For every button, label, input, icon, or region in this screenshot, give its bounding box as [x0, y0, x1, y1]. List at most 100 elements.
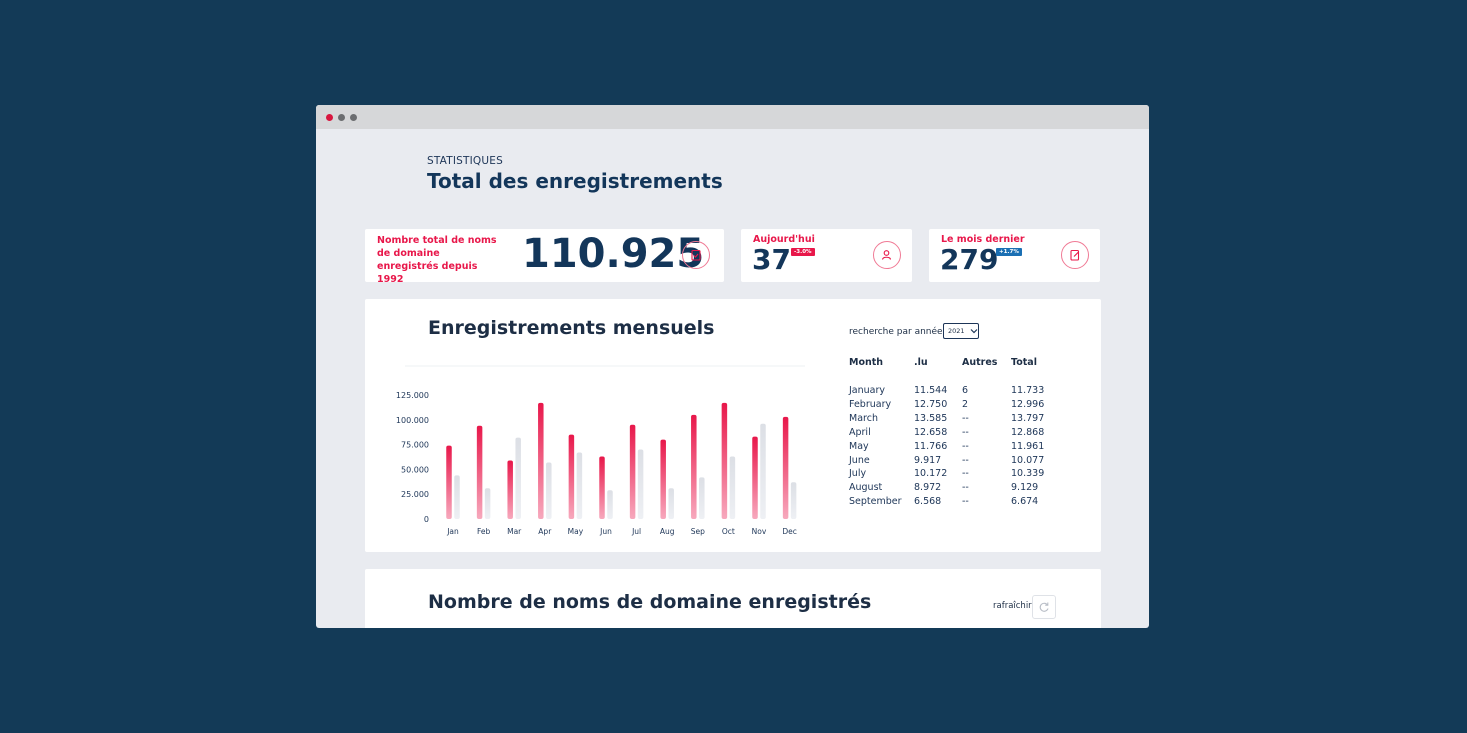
clipboard-check-icon [682, 241, 710, 269]
table-cell: 6.568 [914, 496, 942, 508]
table-cell: 2 [962, 398, 969, 410]
kpi-card-last-month: Le mois dernier 279 +1.7% [929, 229, 1100, 282]
x-tick-label: Apr [538, 527, 552, 536]
bar-apr-series-1[interactable] [538, 402, 544, 519]
bar-feb-series-1[interactable] [476, 425, 483, 519]
table-cell: 13.585 [914, 412, 948, 424]
table-cell: -- [962, 412, 969, 424]
y-tick-label: 75.000 [401, 441, 429, 450]
table-cell: July [849, 468, 867, 480]
dashboard-main: STATISTIQUES Total des enregistrements N… [316, 129, 1149, 628]
table-cell: 9.129 [1011, 482, 1039, 494]
bar-mar-series-2[interactable] [515, 437, 521, 519]
table-cell: 11.733 [1011, 385, 1045, 396]
bar-feb-series-2[interactable] [484, 488, 491, 519]
x-tick-label: Oct [722, 527, 735, 536]
bar-jun-series-2[interactable] [607, 490, 613, 519]
bar-jan-series-2[interactable] [454, 475, 460, 519]
x-tick-label: Mar [507, 527, 522, 536]
table-cell: -- [962, 468, 969, 480]
user-search-icon [873, 241, 901, 269]
bar-may-series-2[interactable] [576, 452, 583, 519]
bar-jun-series-1[interactable] [599, 456, 605, 519]
bar-mar-series-1[interactable] [507, 460, 513, 519]
table-cell: August [849, 482, 883, 494]
table-cell: -- [962, 426, 969, 438]
window-titlebar [316, 105, 1149, 129]
table-cell: 10.077 [1011, 454, 1045, 466]
bar-jul-series-2[interactable] [637, 449, 644, 519]
domains-section-title: Nombre de noms de domaine enregistrés [428, 591, 872, 613]
bar-apr-series-2[interactable] [546, 462, 552, 519]
table-header: Autres [962, 357, 998, 368]
bar-oct-series-2[interactable] [729, 456, 736, 519]
bar-sep-series-2[interactable] [699, 477, 705, 519]
table-header: Total [1011, 357, 1037, 368]
table-cell: 9.917 [914, 454, 942, 466]
kpi-card-today: Aujourd'hui 37 -3.0% [741, 229, 912, 282]
kpi-today-label: Aujourd'hui [753, 234, 815, 245]
bar-dec-series-1[interactable] [782, 416, 789, 519]
table-cell: 11.544 [914, 385, 948, 396]
refresh-label[interactable]: rafraîchir [993, 601, 1032, 611]
bar-sep-series-1[interactable] [691, 414, 697, 519]
table-cell: January [849, 385, 886, 396]
table-cell: 13.797 [1011, 412, 1045, 424]
y-tick-label: 125.000 [396, 391, 429, 400]
kpi-card-total: Nombre total de noms de domaine enregist… [365, 229, 724, 285]
y-tick-label: 100.000 [396, 416, 429, 425]
table-cell: February [849, 398, 892, 410]
chevron-down-icon [970, 329, 977, 334]
table-cell: 8.972 [914, 482, 942, 494]
browser-window: STATISTIQUES Total des enregistrements N… [316, 105, 1149, 628]
page-title: Total des enregistrements [427, 169, 723, 193]
table-cell: June [849, 454, 870, 466]
window-close-dot[interactable] [326, 113, 333, 121]
kpi-total-value: 110.925 [522, 231, 705, 277]
kpi-last-month-label: Le mois dernier [941, 234, 1025, 245]
table-cell: -- [962, 496, 969, 508]
bar-dec-series-2[interactable] [790, 482, 797, 519]
edit-document-icon [1061, 241, 1089, 269]
bar-jan-series-1[interactable] [446, 445, 452, 519]
table-header: .lu [914, 357, 928, 368]
domain-names-card: Nombre de noms de domaine enregistrés ra… [365, 569, 1101, 628]
monthly-table: Month .lu Autres Total January 11.544 6 11.733 F… [849, 357, 1069, 517]
refresh-button[interactable] [1032, 595, 1056, 619]
x-tick-label: Jan [446, 527, 459, 536]
kpi-today-badge: -3.0% [791, 248, 815, 256]
kpi-last-month-badge: +1.7% [996, 248, 1022, 256]
table-cell: September [849, 496, 902, 508]
x-tick-label: Jun [599, 527, 612, 536]
table-cell: 10.339 [1011, 468, 1045, 480]
table-cell: 6.674 [1011, 496, 1039, 508]
y-tick-label: 25.000 [401, 490, 429, 499]
bar-jul-series-1[interactable] [629, 424, 636, 519]
bar-nov-series-1[interactable] [752, 436, 758, 519]
x-tick-label: Dec [782, 527, 797, 536]
bar-oct-series-1[interactable] [721, 402, 728, 519]
window-maximize-dot[interactable] [350, 113, 357, 121]
table-cell: 12.750 [914, 398, 948, 410]
bar-may-series-1[interactable] [568, 434, 575, 519]
y-tick-label: 0 [424, 515, 429, 524]
window-minimize-dot[interactable] [338, 113, 345, 121]
table-cell: 11.766 [914, 440, 948, 452]
x-tick-label: May [568, 527, 584, 536]
bar-aug-series-2[interactable] [668, 488, 674, 519]
table-cell: 12.996 [1011, 398, 1045, 410]
table-cell: 12.658 [914, 426, 948, 438]
table-cell: 6 [962, 385, 969, 396]
table-cell: 10.172 [914, 468, 948, 480]
x-tick-label: Feb [477, 527, 491, 536]
x-tick-label: Sep [691, 527, 705, 536]
year-select[interactable]: 2021 [943, 323, 979, 339]
kpi-total-label: Nombre total de noms de domaine enregist… [377, 235, 497, 285]
monthly-section-title: Enregistrements mensuels [428, 317, 715, 339]
x-tick-label: Aug [660, 527, 675, 536]
bar-nov-series-2[interactable] [760, 423, 766, 519]
monthly-registrations-card: Enregistrements mensuels 0 25.000 50.000 75… [365, 299, 1101, 552]
table-cell: May [849, 440, 869, 452]
table-header: Month [849, 357, 884, 368]
bar-aug-series-1[interactable] [660, 439, 666, 519]
